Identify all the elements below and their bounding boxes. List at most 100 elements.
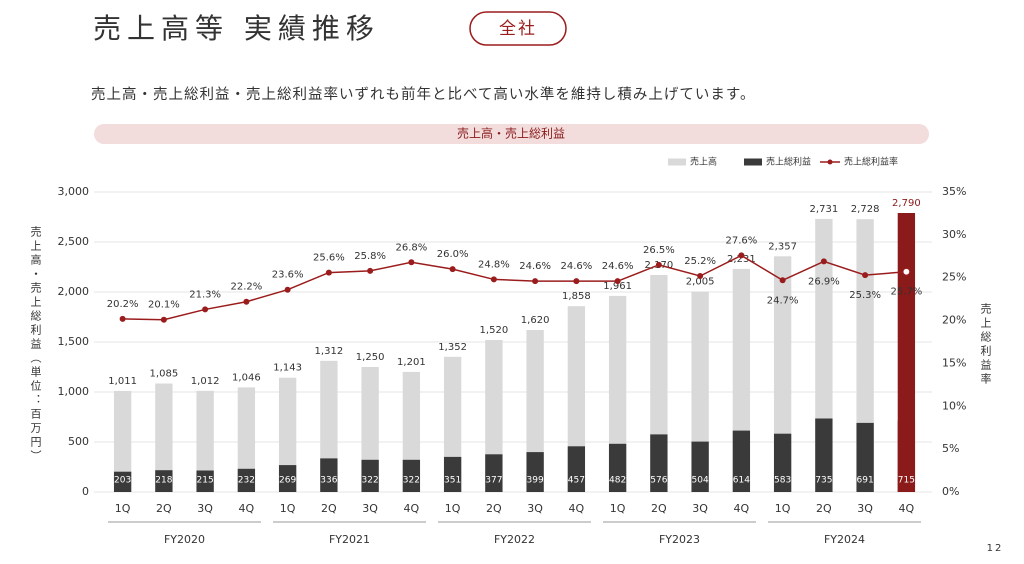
- bar: [608, 295, 627, 492]
- bar-value-label: 576: [650, 476, 667, 486]
- line-marker: [367, 267, 374, 274]
- line-value-label: 24.7%: [767, 295, 799, 306]
- line-marker: [902, 267, 911, 276]
- bar-value-label: 504: [692, 476, 709, 486]
- x-tick-label: 4Q: [404, 502, 420, 515]
- bar-value-label: 322: [403, 476, 420, 486]
- line-marker: [738, 252, 745, 259]
- bar: [278, 465, 297, 492]
- bar: [113, 390, 132, 492]
- x-tick-label: 2Q: [321, 502, 337, 515]
- bar: [155, 470, 173, 492]
- line-marker: [614, 278, 621, 285]
- bar-value-label: 2,731: [810, 204, 839, 215]
- line-value-label: 24.8%: [478, 259, 510, 270]
- line-value-label: 24.6%: [519, 261, 551, 272]
- line-marker: [655, 261, 662, 268]
- line-marker: [449, 266, 456, 273]
- bar-value-label: 218: [155, 476, 172, 486]
- bar-value-label: 1,085: [150, 369, 179, 380]
- bar-value-label: 1,312: [315, 346, 344, 357]
- bar: [196, 470, 214, 492]
- line-value-label: 20.2%: [107, 299, 139, 310]
- bar: [567, 306, 586, 492]
- y-tick-label: 1,000: [58, 385, 90, 398]
- line-value-label: 25.6%: [313, 253, 345, 264]
- bar-value-label: 399: [527, 476, 544, 486]
- bar-value-label: 1,046: [232, 372, 261, 383]
- line-value-label: 26.5%: [643, 245, 675, 256]
- bar-value-label: 336: [320, 476, 337, 486]
- bar-value-label: 215: [197, 476, 214, 486]
- bar: [567, 446, 586, 492]
- group-label: FY2021: [329, 533, 370, 546]
- line-marker: [697, 273, 704, 279]
- x-tick-label: 4Q: [734, 502, 750, 515]
- line-marker: [408, 259, 415, 266]
- line-marker: [532, 278, 539, 285]
- bar-value-label: 232: [238, 476, 255, 486]
- bar: [155, 383, 173, 492]
- bar: [443, 456, 462, 492]
- bar-value-label: 351: [444, 476, 461, 486]
- bar-value-label: 2,005: [686, 277, 715, 288]
- y2-tick-label: 35%: [942, 185, 966, 198]
- bar: [237, 468, 256, 492]
- line-value-label: 27.6%: [725, 235, 757, 246]
- bar-value-label: 2,231: [727, 254, 756, 265]
- line-value-label: 25.3%: [849, 290, 881, 301]
- line-marker: [862, 272, 869, 279]
- bar-value-label: 614: [733, 476, 750, 486]
- bar: [897, 420, 916, 492]
- line-marker: [325, 269, 332, 276]
- line: [122, 254, 907, 321]
- x-tick-label: 4Q: [569, 502, 585, 515]
- bar-value-label: 691: [857, 476, 874, 486]
- x-tick-label: 1Q: [775, 502, 791, 515]
- chart-title: 売上高・売上総利益: [457, 126, 565, 141]
- bar-value-label: 1,011: [108, 376, 137, 387]
- line-value-label: 26.9%: [808, 276, 840, 287]
- bar-value-label: 1,143: [273, 363, 302, 374]
- line-value-label: 21.3%: [189, 289, 221, 300]
- y-tick-label: 0: [82, 485, 89, 498]
- badge-frame: [469, 11, 567, 46]
- x-tick-label: 3Q: [692, 502, 708, 515]
- bar-value-label: 457: [568, 476, 585, 486]
- x-tick-label: 1Q: [445, 502, 461, 515]
- line-marker: [573, 278, 580, 285]
- bar-value-label: 482: [609, 476, 626, 486]
- bar-value-label: 203: [114, 476, 131, 486]
- line-marker: [284, 286, 291, 293]
- bar-value-label: 735: [815, 476, 832, 486]
- y-axis-label: 売上高・売上総利益（単位：百万円）: [29, 226, 42, 464]
- bar-value-label: 2,728: [851, 204, 880, 215]
- bar: [485, 454, 503, 492]
- line-value-label: 26.0%: [437, 249, 469, 260]
- x-tick-label: 3Q: [527, 502, 543, 515]
- chart-title-banner: [94, 124, 929, 144]
- group-label: FY2022: [494, 533, 535, 546]
- bar-value-label: 2,790: [892, 198, 921, 209]
- line-marker: [243, 298, 250, 305]
- line-value-label: 22.2%: [230, 282, 262, 293]
- line-value-label: 25.8%: [354, 251, 386, 262]
- line-marker: [490, 276, 497, 283]
- line-value-label: 25.7%: [890, 287, 922, 298]
- slide-title: 売上高等 実績推移: [93, 12, 380, 45]
- group-label: FY2023: [659, 533, 700, 546]
- bar: [196, 390, 214, 492]
- y-tick-label: 2,000: [58, 285, 90, 298]
- y-tick-label: 1,500: [58, 335, 90, 348]
- bar: [773, 256, 792, 492]
- y2-tick-label: 20%: [942, 314, 966, 327]
- legend-label: 売上総利益: [766, 156, 811, 168]
- line-value-label: 23.6%: [272, 270, 304, 281]
- bar-value-label: 377: [485, 476, 502, 486]
- x-tick-label: 3Q: [197, 502, 213, 515]
- bar: [856, 422, 874, 492]
- subtitle: 売上高・売上総利益・売上総利益率いずれも前年と比べて高い水準を維持し積み上げてい…: [91, 86, 755, 103]
- bar-value-label: 1,201: [397, 357, 426, 368]
- y2-tick-label: 5%: [942, 442, 959, 455]
